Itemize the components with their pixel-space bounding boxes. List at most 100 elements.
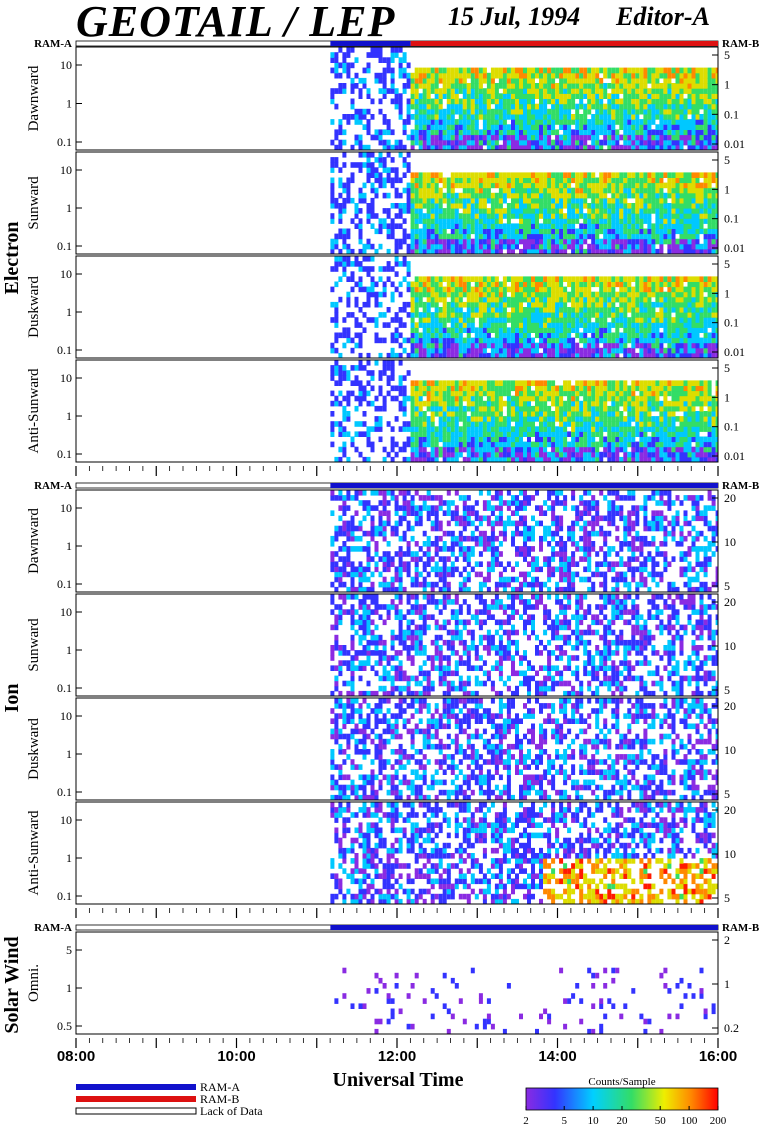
panel-solar-wind-omni-: Omni. 5 1 0.5 2 1 0.2	[26, 931, 739, 1035]
spectrogram-cells	[330, 152, 718, 254]
left-tick-label: 0.1	[57, 681, 72, 695]
date-label: 15 Jul, 1994	[448, 2, 581, 31]
right-tick-label: 1	[724, 182, 730, 196]
spectrogram-cells	[330, 594, 718, 696]
right-tick-label: 10	[724, 847, 736, 861]
left-tick-label: 10	[60, 501, 72, 515]
right-tick-label: 1	[724, 78, 730, 92]
panel-frame	[75, 593, 719, 697]
panel-frame	[75, 801, 719, 905]
colorbar-tick-label: 50	[655, 1115, 667, 1127]
colorbar: Counts/Sample 2 5 10 20 50 100 200	[523, 1076, 727, 1127]
left-tick-label: 1	[66, 747, 72, 761]
panel-frame	[75, 151, 719, 255]
right-tick-label: 5	[724, 153, 730, 167]
time-tick-row-1	[75, 466, 719, 476]
right-tick-label: 10	[724, 639, 736, 653]
right-tick-label: 5	[724, 787, 730, 801]
ram-label-left: RAM-A	[34, 38, 72, 50]
panel-label: Sunward	[26, 176, 42, 230]
colorbar-tick-label: 5	[561, 1115, 567, 1127]
right-tick-label: 2	[724, 933, 730, 947]
right-tick-label: 10	[724, 743, 736, 757]
time-tick-label: 14:00	[538, 1048, 576, 1065]
left-tick-label: 0.1	[57, 889, 72, 903]
left-tick-label: 1	[66, 201, 72, 215]
panel-frame	[75, 489, 719, 593]
ram-bar-1: RAM-A RAM-B	[34, 38, 760, 50]
panel-label: Dawnward	[26, 508, 42, 574]
colorbar-tick-label: 100	[681, 1115, 698, 1127]
panel-frame	[75, 46, 719, 151]
spectrogram-cells	[330, 698, 718, 800]
time-tick-label: 10:00	[217, 1048, 255, 1065]
right-tick-label: 5	[724, 891, 730, 905]
panel-electron-sunward: Sunward 10 1 0.1 5 1 0.1 0.01	[26, 151, 745, 255]
right-tick-label: 20	[724, 803, 736, 817]
right-tick-label: 1	[724, 390, 730, 404]
left-tick-label: 0.1	[57, 577, 72, 591]
editor-label: Editor-A	[616, 2, 710, 31]
right-tick-label: 5	[724, 361, 730, 375]
ram-segment	[410, 41, 718, 46]
left-tick-label: 1	[66, 539, 72, 553]
left-tick-label: 10	[60, 371, 72, 385]
right-tick-label: 1	[724, 286, 730, 300]
panel-ion-anti-sunward: Anti-Sunward 10 1 0.1 20 10 5	[26, 801, 736, 905]
time-tick-label: 16:00	[699, 1048, 737, 1065]
legend-swatch-ram-b	[76, 1096, 196, 1102]
panel-label: Dawnward	[26, 65, 42, 131]
colorbar-tick-label: 20	[617, 1115, 629, 1127]
panel-label: Duskward	[26, 718, 42, 780]
panels-layer: Dawnward 10 1 0.1 5 1 0.1 0.01 Sunward 10 1 0.1 5 1 0.…	[26, 46, 745, 1035]
legend-label-ram-b: RAM-B	[200, 1092, 239, 1106]
time-tick-row-3	[75, 1038, 719, 1048]
ram-label-left: RAM-A	[34, 480, 72, 492]
left-tick-label: 1	[66, 981, 72, 995]
panel-label: Duskward	[26, 276, 42, 338]
time-tick-label: 12:00	[378, 1048, 416, 1065]
left-tick-label: 1	[66, 409, 72, 423]
panel-label: Anti-Sunward	[26, 810, 42, 895]
ram-segment	[330, 925, 718, 930]
x-axis-label: Universal Time	[333, 1069, 464, 1091]
legend-label-ram-a: RAM-A	[200, 1080, 240, 1094]
colorbar-tick-label: 10	[588, 1115, 600, 1127]
panel-frame	[75, 255, 719, 359]
panel-label: Omni.	[26, 964, 42, 1002]
spectrogram-cells	[330, 360, 718, 462]
panel-label: Sunward	[26, 618, 42, 672]
left-tick-label: 0.1	[57, 785, 72, 799]
left-tick-label: 1	[66, 643, 72, 657]
panel-frame	[75, 359, 719, 463]
right-tick-label: 0.1	[724, 420, 739, 434]
colorbar-ticks: 2 5 10 20 50 100 200	[523, 1106, 727, 1127]
right-tick-label: 5	[724, 683, 730, 697]
legend-label-lack-of-data: Lack of Data	[200, 1104, 263, 1118]
left-tick-label: 1	[66, 851, 72, 865]
panel-ion-duskward: Duskward 10 1 0.1 20 10 5	[26, 697, 736, 801]
right-tick-label: 20	[724, 595, 736, 609]
panel-label: Anti-Sunward	[26, 368, 42, 453]
right-tick-label: 10	[724, 535, 736, 549]
right-tick-label: 20	[724, 699, 736, 713]
instrument-title: GEOTAIL / LEP	[76, 0, 396, 46]
time-tick-label: 08:00	[57, 1048, 95, 1065]
panel-electron-anti-sunward: Anti-Sunward 10 1 0.1 5 1 0.1 0.01	[26, 359, 745, 463]
left-tick-label: 5	[66, 943, 72, 957]
right-tick-label: 5	[724, 579, 730, 593]
axis-layer: 08:00 10:00 12:00 14:00 16:00	[57, 466, 737, 1065]
legend: RAM-A RAM-B Lack of Data	[75, 1080, 263, 1118]
left-tick-label: 0.1	[57, 447, 72, 461]
left-tick-label: 1	[66, 97, 72, 111]
ram-bar-2: RAM-A RAM-B	[34, 480, 760, 492]
right-tick-label: 0.01	[724, 241, 745, 255]
legend-swatch-ram-a	[76, 1084, 196, 1090]
group-label-solar-wind: Solar Wind	[1, 936, 23, 1033]
left-tick-label: 10	[60, 267, 72, 281]
left-tick-label: 1	[66, 305, 72, 319]
spectrogram-cells	[334, 967, 716, 1034]
right-tick-label: 0.01	[724, 449, 745, 463]
ram-bar-3: RAM-A RAM-B	[34, 922, 760, 934]
